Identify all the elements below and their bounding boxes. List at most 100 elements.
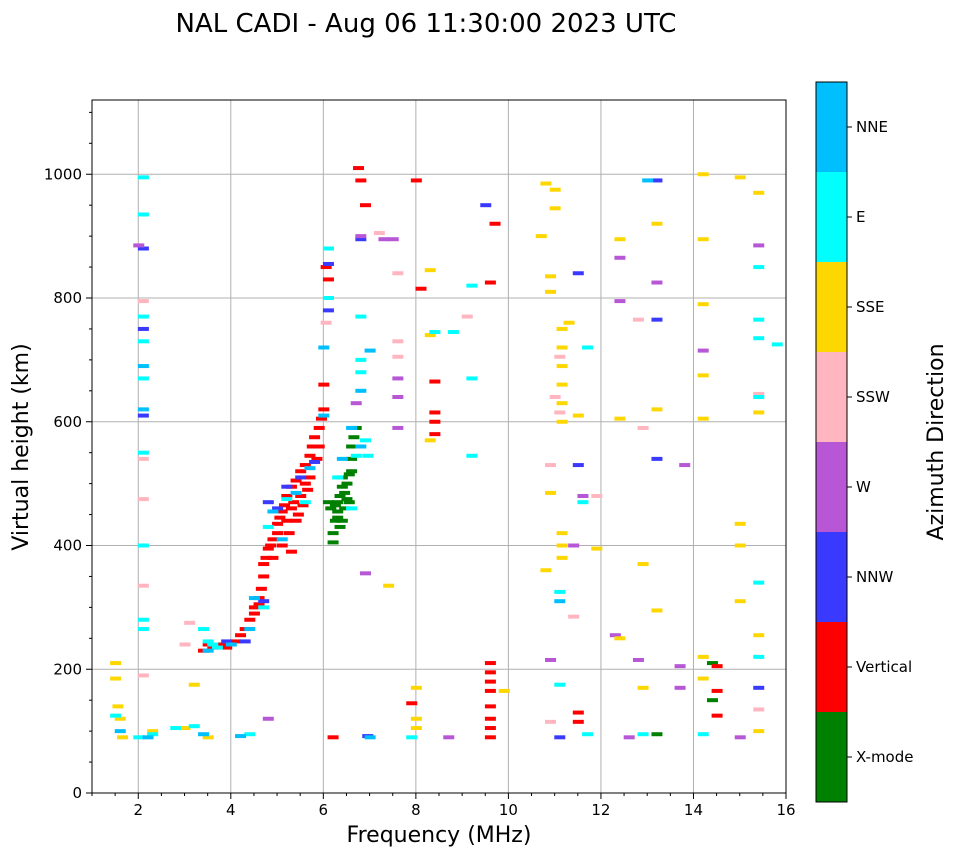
echo-point-sse bbox=[556, 555, 568, 560]
echo-point-e bbox=[332, 475, 344, 480]
echo-point-sse bbox=[753, 729, 765, 734]
echo-point-w bbox=[614, 299, 626, 304]
echo-point-ssw bbox=[392, 354, 404, 359]
echo-point-vertical bbox=[292, 512, 304, 517]
echo-point-e bbox=[753, 580, 765, 585]
echo-point-sse bbox=[563, 320, 575, 325]
colorbar-tick-label: NNE bbox=[856, 118, 888, 136]
echo-point-e bbox=[137, 212, 149, 217]
echo-point-x-mode bbox=[332, 509, 344, 514]
echo-point-sse bbox=[424, 333, 436, 338]
echo-point-e bbox=[322, 296, 334, 300]
echo-point-vertical bbox=[267, 537, 279, 542]
echo-point-nne bbox=[304, 466, 316, 471]
echo-point-vertical bbox=[359, 203, 371, 208]
echo-point-e bbox=[137, 175, 149, 180]
echo-point-vertical bbox=[281, 518, 293, 523]
echo-point-nne bbox=[364, 735, 376, 740]
echo-point-ssw bbox=[591, 494, 603, 498]
colorbar-tick-label: SSE bbox=[856, 298, 885, 316]
echo-point-w bbox=[545, 657, 557, 662]
echo-point-w bbox=[577, 494, 589, 498]
echo-point-nnw bbox=[651, 317, 663, 322]
echo-point-e bbox=[359, 438, 371, 443]
echo-point-ssw bbox=[137, 673, 149, 678]
colorbar-frame bbox=[815, 81, 848, 803]
colorbar: X-mode Vertical NNW W SSW SSE E NNE bbox=[815, 81, 913, 803]
echo-point-sse bbox=[549, 187, 561, 192]
echo-point-e bbox=[753, 395, 765, 399]
echo-point-vertical bbox=[295, 494, 307, 498]
colorbar-label: Azimuth Direction bbox=[924, 343, 949, 540]
echo-point-vertical bbox=[253, 602, 265, 607]
echo-point-nnw bbox=[322, 308, 334, 313]
echo-point-vertical bbox=[276, 543, 288, 548]
echo-point-sse bbox=[549, 206, 561, 211]
echo-point-sse bbox=[410, 685, 422, 690]
echo-point-sse bbox=[545, 289, 557, 294]
colorbar-segment bbox=[816, 82, 847, 172]
echo-point-e bbox=[466, 453, 478, 458]
echo-point-e bbox=[350, 453, 362, 458]
echo-point-sse bbox=[110, 676, 122, 681]
echo-point-nnw bbox=[258, 599, 270, 604]
echo-point-vertical bbox=[281, 494, 293, 498]
echo-point-vertical bbox=[484, 670, 496, 675]
colorbar-segment bbox=[816, 352, 847, 442]
echo-point-sse bbox=[202, 735, 214, 740]
echo-point-vertical bbox=[429, 410, 441, 415]
echo-point-nne bbox=[364, 348, 376, 353]
echo-point-w bbox=[392, 376, 404, 381]
echo-point-sse bbox=[410, 726, 422, 731]
echo-point-sse bbox=[572, 413, 584, 418]
colorbar-segment bbox=[816, 712, 847, 802]
echo-point-nne bbox=[355, 444, 367, 449]
echo-point-e bbox=[753, 654, 765, 659]
echo-point-nnw bbox=[262, 500, 274, 505]
colorbar-tick-label: W bbox=[856, 478, 871, 496]
echo-point-e bbox=[299, 500, 311, 505]
echo-point-x-mode bbox=[325, 506, 337, 511]
echo-point-sse bbox=[112, 704, 124, 709]
echo-point-vertical bbox=[322, 277, 334, 282]
echo-point-vertical bbox=[355, 178, 367, 183]
echo-point-ssw bbox=[137, 583, 149, 588]
echo-point-sse bbox=[114, 716, 126, 721]
echo-point-ssw bbox=[753, 391, 765, 396]
echo-point-e bbox=[137, 450, 149, 455]
echo-point-x-mode bbox=[343, 500, 355, 505]
echo-point-vertical bbox=[221, 645, 233, 650]
echo-point-vertical bbox=[283, 531, 295, 536]
echo-point-vertical bbox=[299, 463, 311, 468]
echo-point-sse bbox=[556, 382, 568, 387]
echo-point-w bbox=[262, 716, 274, 721]
echo-point-e bbox=[753, 336, 765, 341]
echo-point-sse bbox=[753, 410, 765, 415]
echo-point-vertical bbox=[406, 701, 418, 706]
echo-point-sse bbox=[556, 326, 568, 331]
echo-point-e bbox=[771, 342, 783, 347]
echo-point-e bbox=[355, 357, 367, 362]
echo-point-sse bbox=[556, 419, 568, 424]
echo-point-sse bbox=[637, 562, 649, 567]
echo-point-x-mode bbox=[343, 472, 355, 477]
echo-point-w bbox=[674, 664, 686, 669]
colorbar-segment bbox=[816, 622, 847, 712]
echo-point-nnw bbox=[295, 475, 307, 480]
echo-point-nne bbox=[202, 648, 214, 653]
echo-point-sse bbox=[535, 234, 547, 239]
echo-point-vertical bbox=[484, 280, 496, 285]
colorbar-segment bbox=[816, 172, 847, 262]
echo-point-sse bbox=[110, 661, 122, 666]
echo-point-e bbox=[188, 724, 200, 729]
echo-point-e bbox=[582, 345, 594, 350]
echo-point-vertical bbox=[248, 611, 260, 616]
echo-point-x-mode bbox=[346, 444, 358, 449]
echo-point-e bbox=[133, 735, 145, 740]
echo-point-sse bbox=[734, 543, 746, 548]
echo-point-e bbox=[137, 376, 149, 381]
echo-point-ssw bbox=[554, 354, 566, 359]
echo-point-ssw bbox=[184, 620, 196, 625]
echo-point-nnw bbox=[572, 463, 584, 468]
echo-point-vertical bbox=[429, 419, 441, 424]
